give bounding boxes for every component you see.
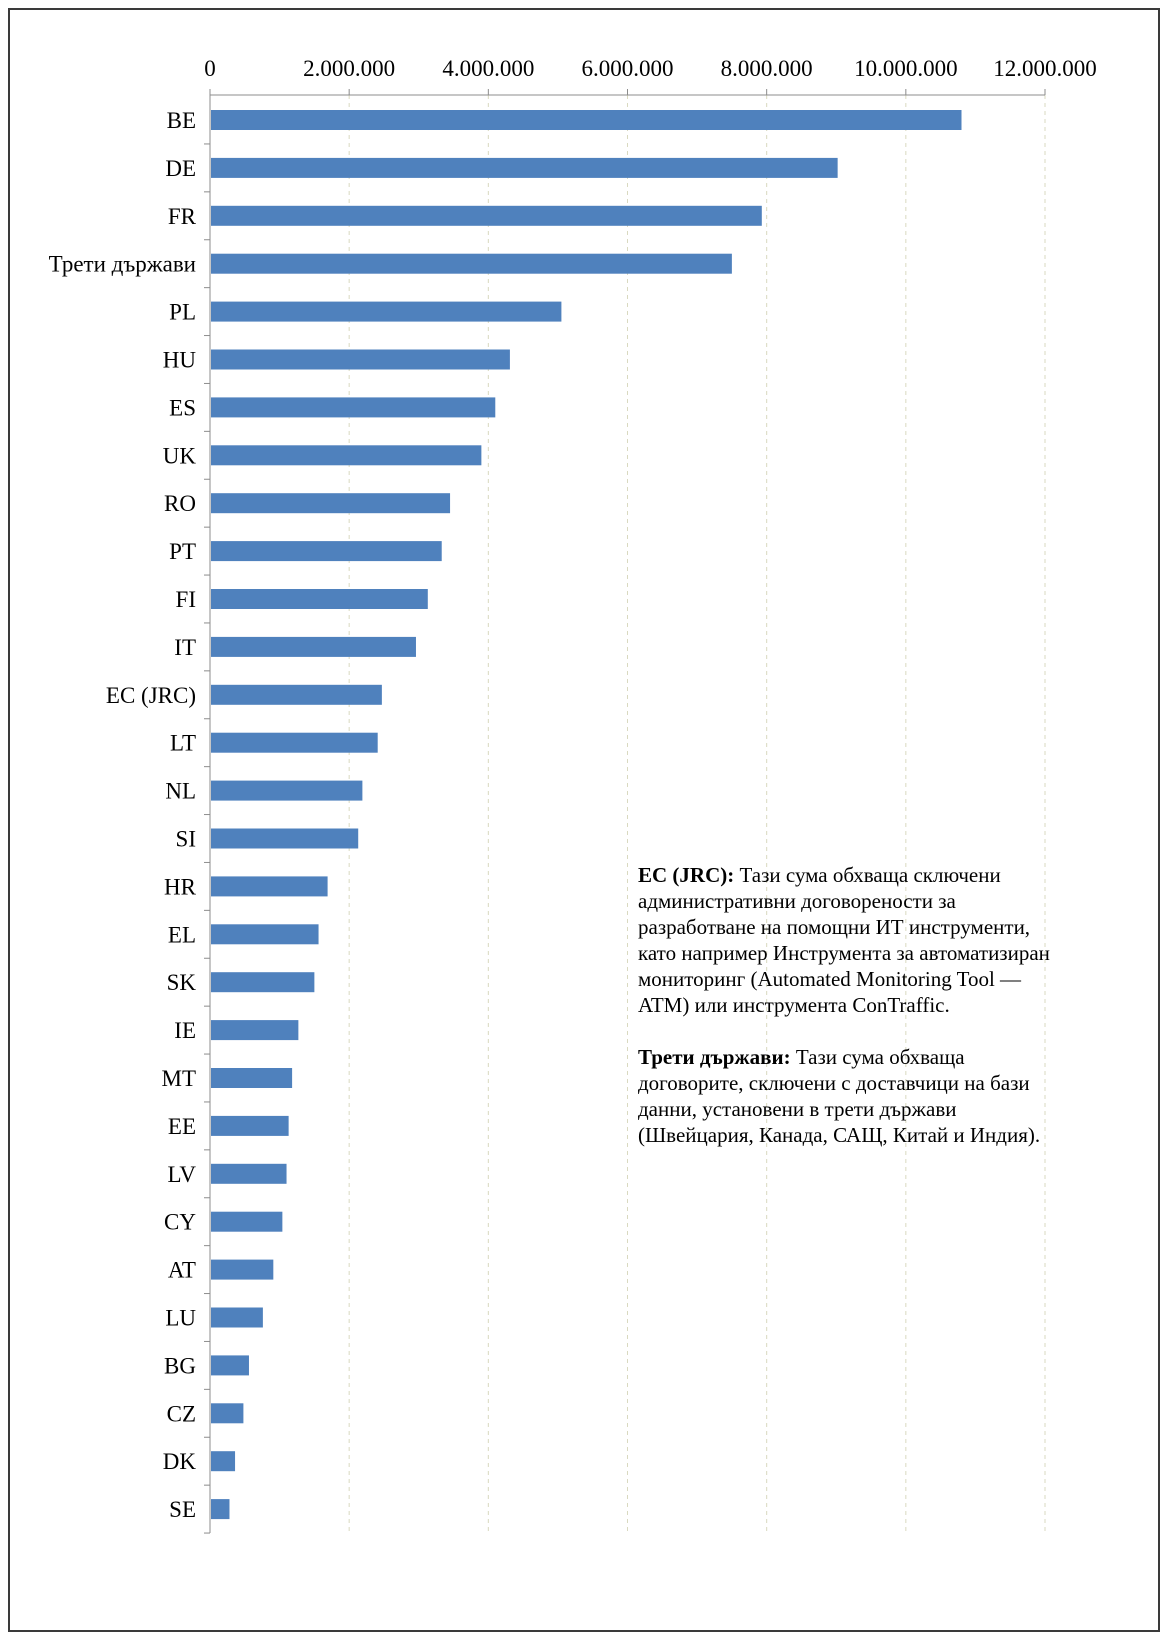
bar: [211, 1020, 299, 1041]
category-label: ES: [169, 395, 196, 420]
bar: [211, 110, 962, 130]
bar: [211, 589, 428, 609]
bar: [211, 828, 359, 849]
annotation-box: ЕС (JRC): Тази сума обхваща сключени адм…: [638, 862, 1058, 1174]
category-label: DK: [163, 1449, 197, 1474]
x-axis-ticks: 0 2.000.000 4.000.000 6.000.000 8.000.000 10.…: [204, 56, 1097, 95]
category-label: FR: [168, 204, 197, 229]
category-label: CZ: [167, 1401, 196, 1426]
bar: [211, 1499, 230, 1520]
bar: [211, 301, 562, 322]
bar: [211, 924, 319, 945]
bar-chart: 0 2.000.000 4.000.000 6.000.000 8.000.000 10.…: [49, 56, 1097, 1534]
bar: [211, 157, 838, 178]
bar: [211, 1068, 293, 1088]
note-jrc: ЕС (JRC): Тази сума обхваща сключени адм…: [638, 862, 1058, 1018]
bar: [211, 349, 510, 370]
bar: [211, 1115, 289, 1136]
category-label: NL: [165, 779, 196, 804]
category-label: AT: [168, 1258, 196, 1283]
bar: [211, 780, 363, 801]
bar: [211, 1211, 283, 1232]
category-label: RO: [164, 491, 196, 516]
category-label: Трети държави: [49, 252, 196, 277]
bar: [211, 684, 382, 705]
category-label: SI: [176, 827, 196, 852]
category-label: EE: [168, 1114, 196, 1139]
bar: [211, 1403, 244, 1424]
category-label: PT: [169, 539, 196, 564]
note-third-countries: Трети държави: Тази сума обхваща договор…: [638, 1044, 1058, 1148]
category-label: EC (JRC): [106, 683, 196, 708]
x-tick-label: 8.000.000: [721, 56, 813, 81]
bars: [211, 110, 962, 1520]
bar: [211, 493, 451, 514]
category-label: LV: [167, 1162, 196, 1187]
category-label: HU: [163, 348, 197, 373]
bar: [211, 1451, 236, 1472]
category-label: FI: [176, 587, 196, 612]
x-tick-label: 12.000.000: [993, 56, 1097, 81]
bar: [211, 205, 762, 226]
bar: [211, 253, 732, 274]
category-label: LU: [165, 1306, 196, 1331]
x-tick-label: 0: [204, 56, 216, 81]
note-jrc-term: ЕС (JRC):: [638, 863, 735, 887]
bar: [211, 397, 496, 418]
x-tick-label: 10.000.000: [854, 56, 958, 81]
chart-frame: 0 2.000.000 4.000.000 6.000.000 8.000.000 10.…: [8, 8, 1160, 1632]
note-third-term: Трети държави:: [638, 1045, 791, 1069]
category-label: EL: [168, 922, 196, 947]
bar: [211, 1307, 263, 1328]
category-label: IE: [174, 1018, 196, 1043]
bar: [211, 636, 416, 657]
x-tick-label: 4.000.000: [442, 56, 534, 81]
category-label: PL: [169, 300, 196, 325]
bar: [211, 1355, 249, 1376]
category-label: BG: [164, 1353, 196, 1378]
category-label: SK: [167, 970, 197, 995]
category-label: IT: [174, 635, 196, 660]
bar: [211, 541, 442, 562]
category-label: HR: [164, 874, 197, 899]
bar: [211, 1163, 287, 1184]
category-labels: BE DE FR Трети държави PL HU ES UK RO PT FI IT EC (J…: [49, 108, 197, 1522]
x-tick-label: 2.000.000: [303, 56, 395, 81]
bar: [211, 876, 328, 897]
bar: [211, 1259, 274, 1280]
category-label: UK: [163, 443, 197, 468]
category-label: MT: [162, 1066, 197, 1091]
bar: [211, 445, 482, 466]
category-label: LT: [170, 731, 196, 756]
category-label: BE: [167, 108, 196, 133]
x-tick-label: 6.000.000: [582, 56, 674, 81]
category-label: DE: [165, 156, 196, 181]
note-jrc-text: Тази сума обхваща сключени административ…: [638, 863, 1050, 1017]
bar: [211, 732, 378, 753]
note-third-text: Тази сума обхваща договорите, сключени с…: [638, 1045, 1041, 1147]
category-label: SE: [169, 1497, 196, 1522]
bar: [211, 972, 315, 993]
category-label: CY: [164, 1210, 196, 1235]
